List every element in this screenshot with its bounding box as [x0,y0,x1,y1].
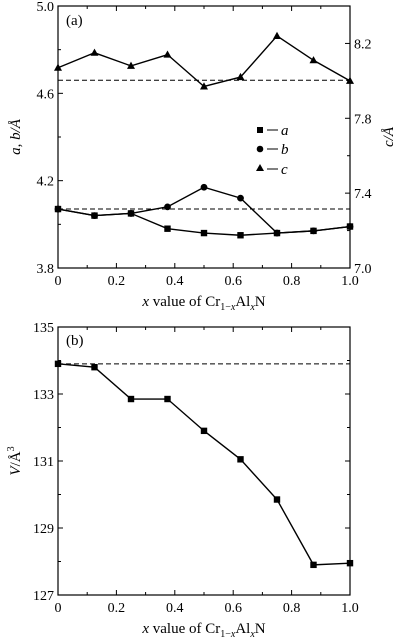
series-line-b [57,186,351,234]
y-tick-label: 127 [33,589,54,604]
y2-tick-label: 8.2 [354,37,372,52]
y2-axis-label-a: c/Å [381,126,397,147]
y-tick-label: 129 [33,522,54,537]
legend-marker-b [256,145,264,153]
panel-label-b: (b) [66,333,84,349]
data-point-c [127,61,135,69]
x-tick-label: 0.4 [166,601,184,616]
x-tick-label: 0.6 [224,601,242,616]
y-ticks-b: 127 129 131 133 135 [33,321,350,604]
y2-tick-label: 7.8 [354,112,372,127]
data-point-c [273,31,281,39]
x-tick-label: 0.6 [224,274,242,289]
data-point-a [237,232,244,239]
y-tick-label: 133 [33,388,54,403]
y-axis-label-a: a, b/Å [8,118,24,155]
data-point-V [310,561,317,569]
data-point-c [200,82,208,90]
data-point-b [91,212,98,220]
panel-label-a: (a) [66,13,83,29]
data-point-a [200,229,208,237]
y-ticks-a: 3.8 4.2 4.6 5.0 [37,0,63,277]
data-point-c [346,76,354,84]
legend-label-a: a [281,123,289,139]
y2-tick-label: 7.0 [354,262,372,277]
legend-a: a b c [256,123,289,178]
series-line-V [57,363,351,566]
data-point-b [164,203,171,211]
x-axis-label-b: x value of Cr1−xAlxN [141,621,265,637]
data-point-V [127,395,135,403]
data-point-b [237,194,244,202]
series-group-a [54,31,354,239]
x-axis-label-a: x value of Cr1−xAlxN [141,294,265,313]
data-point-c [236,72,245,81]
data-point-b [346,223,354,230]
x-tick-label: 0.8 [283,601,301,616]
data-point-V [164,395,171,403]
data-point-b [127,210,135,217]
data-point-a [164,225,171,232]
legend-label-b: b [281,142,289,158]
x-tick-label: 1.0 [341,274,359,289]
y-tick-label: 131 [33,455,54,470]
plot-frame-a [57,5,351,269]
y-tick-label: 135 [33,321,54,336]
x-tick-label: 0.8 [283,274,301,289]
reference-lines-a [58,79,350,210]
x-tick-label: 0 [55,274,62,289]
chart-panel-a: (a) 0 0.2 0.4 0.6 0.8 1.0 3.8 4.2 4.6 5.0 7.0 7.4… [8,0,397,313]
data-point-V [200,427,208,435]
y2-ticks-a: 7.0 7.4 7.8 8.2 [345,37,372,277]
x-tick-label: 0 [55,601,62,616]
x-ticks-b: 0 0.2 0.4 0.6 0.8 1.0 [55,327,359,616]
data-point-V [237,456,244,463]
data-point-b [310,227,317,235]
legend-marker-c [256,164,264,171]
data-point-V [91,364,98,371]
series-group-b [54,360,354,569]
data-point-V [273,496,281,503]
x-tick-label: 1.0 [341,601,359,616]
data-point-b [54,205,62,213]
y-tick-label: 4.2 [37,175,55,190]
chart-panel-b: (b) 0 0.2 0.4 0.6 0.8 1.0 127 129 131 133 135 V/Å… [6,321,359,637]
data-point-V [346,559,354,567]
x-tick-label: 0.2 [108,274,126,289]
x-tick-label: 0.2 [108,601,126,616]
data-point-c [54,63,62,71]
y-tick-label: 3.8 [37,262,55,277]
x-ticks-a: 0 0.2 0.4 0.6 0.8 1.0 [55,6,359,289]
legend-marker-a [257,127,263,133]
plot-frame-b [57,326,351,596]
data-point-c [309,56,318,64]
y-tick-label: 5.0 [37,0,55,15]
data-point-c [90,48,99,56]
data-point-c [163,50,172,58]
legend-label-c: c [281,162,288,178]
series-line-c [57,35,351,88]
y2-tick-label: 7.4 [354,187,372,202]
x-tick-label: 0.4 [166,274,184,289]
data-point-b [273,229,281,237]
y-axis-label-b: V/Å3 [6,446,24,475]
y-tick-label: 4.6 [37,87,55,102]
data-point-b [200,183,208,191]
data-point-V [54,360,62,368]
